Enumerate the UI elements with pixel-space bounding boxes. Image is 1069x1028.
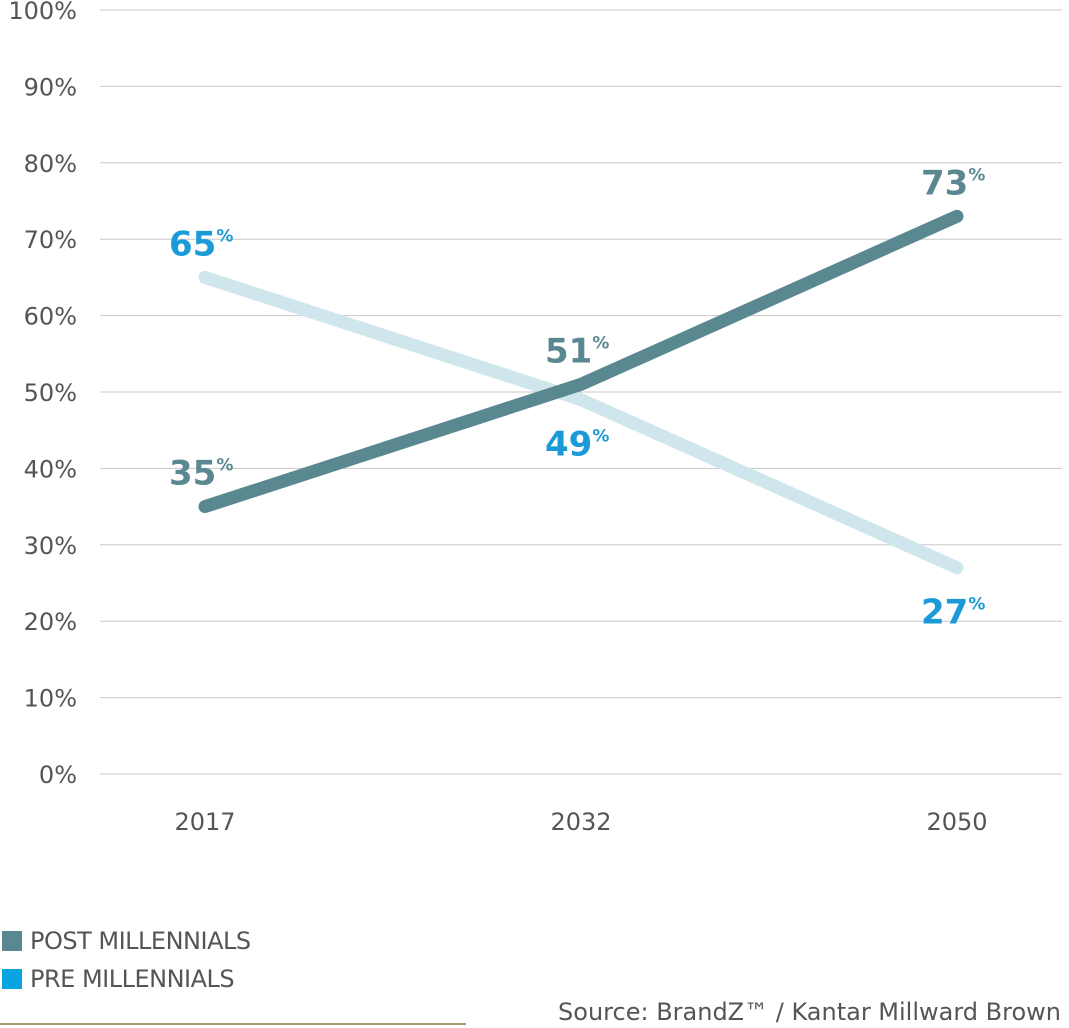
legend-label-pre-millennials: PRE MILLENNIALS bbox=[30, 965, 235, 993]
source-note: Source: BrandZ™ / Kantar Millward Brown bbox=[558, 998, 1061, 1026]
data-labels: 35% 51% 73% 65% 49% 27% bbox=[169, 163, 985, 632]
data-label: 65% bbox=[169, 224, 233, 264]
data-label: 49% bbox=[545, 425, 609, 465]
y-tick-label: 50% bbox=[24, 379, 77, 407]
line-chart: 0%10%20%30%40%50%60%70%80%90%100% 2017 20… bbox=[8, 0, 1062, 836]
y-tick-label: 100% bbox=[8, 0, 77, 25]
data-label: 27% bbox=[921, 593, 985, 633]
data-label: 35% bbox=[169, 454, 233, 494]
data-label: 51% bbox=[545, 331, 609, 371]
gridlines bbox=[100, 9, 1062, 775]
x-tick-label: 2032 bbox=[550, 808, 611, 836]
series-line-pre-millennials bbox=[198, 270, 964, 575]
y-tick-label: 60% bbox=[24, 303, 77, 331]
legend-label-post-millennials: POST MILLENNIALS bbox=[30, 927, 251, 955]
y-tick-label: 0% bbox=[39, 761, 77, 789]
legend-item-post-millennials: POST MILLENNIALS bbox=[2, 922, 251, 960]
y-axis-tick-labels: 0% 10% 20% 30% 40% 50% 60% 70% 80% 90% 100% bbox=[8, 0, 77, 789]
legend: POST MILLENNIALS PRE MILLENNIALS bbox=[2, 922, 251, 998]
y-tick-label: 90% bbox=[24, 73, 77, 101]
y-tick-label: 10% bbox=[24, 685, 77, 713]
y-tick-label: 40% bbox=[24, 455, 77, 483]
x-axis-tick-labels: 2017 2032 2050 bbox=[174, 808, 987, 836]
legend-item-pre-millennials: PRE MILLENNIALS bbox=[2, 960, 251, 998]
legend-swatch-post-millennials bbox=[2, 931, 22, 951]
source-divider bbox=[0, 1023, 466, 1025]
y-tick-label: 30% bbox=[24, 532, 77, 560]
data-label: 73% bbox=[921, 163, 985, 203]
y-tick-label: 80% bbox=[24, 150, 77, 178]
legend-swatch-pre-millennials bbox=[2, 969, 22, 989]
y-tick-label: 20% bbox=[24, 608, 77, 636]
x-tick-label: 2017 bbox=[174, 808, 235, 836]
series-line-post-millennials bbox=[198, 209, 964, 514]
y-tick-label: 70% bbox=[24, 226, 77, 254]
series-lines bbox=[198, 209, 964, 575]
x-tick-label: 2050 bbox=[926, 808, 987, 836]
